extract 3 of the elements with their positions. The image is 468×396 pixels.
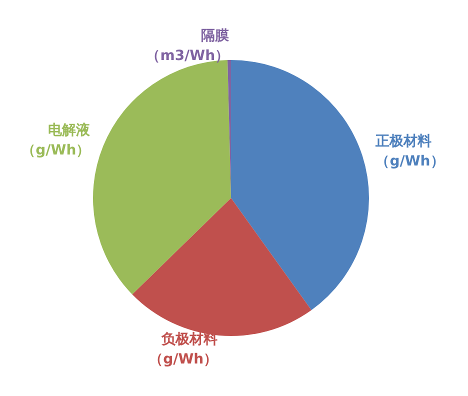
slice-label: 电解液（g/Wh） bbox=[22, 122, 92, 159]
slice-label: 正极材料（g/Wh） bbox=[374, 133, 444, 170]
slice-label: 隔膜（m3/Wh） bbox=[146, 28, 230, 64]
